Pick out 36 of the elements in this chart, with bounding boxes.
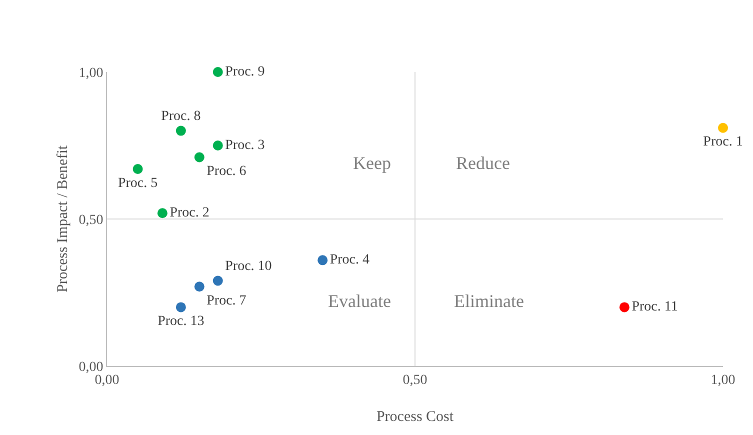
point [318, 255, 328, 266]
annotation: Keep [353, 153, 391, 173]
y-tick-label: 0,00 [78, 360, 104, 375]
series-label: Proc. 7 [206, 293, 246, 308]
series-label: Proc. 1 [703, 134, 743, 150]
point [619, 302, 630, 312]
series-label: Proc. 13 [158, 314, 204, 329]
y-tick-label: 0,50 [78, 212, 104, 228]
annotation: Reduce [456, 153, 510, 173]
series-label: Proc. 5 [118, 176, 158, 191]
x-tick-label: 1,00 [710, 372, 736, 388]
x-tick-label: 0,00 [94, 372, 120, 388]
point [194, 282, 204, 292]
series-label: Proc. 10 [225, 258, 272, 274]
annotation: Eliminate [454, 291, 524, 311]
point [212, 140, 223, 150]
point [212, 276, 223, 286]
series-label: Proc. 8 [161, 109, 201, 124]
series-label: Proc. 11 [632, 300, 678, 315]
point [132, 164, 143, 174]
series-label: Proc. 6 [206, 164, 246, 180]
series-label: Proc. 9 [225, 64, 265, 80]
annotation: Evaluate [328, 291, 391, 311]
point [176, 126, 186, 136]
point [176, 302, 186, 312]
point [718, 122, 728, 133]
series-label: Proc. 4 [330, 252, 370, 268]
point [157, 208, 168, 218]
x-axis-title: Process Cost [376, 409, 454, 425]
point [212, 67, 223, 77]
series-label: Proc. 2 [170, 206, 210, 221]
x-tick-label: 0,50 [402, 372, 428, 388]
series-label: Proc. 3 [225, 138, 265, 153]
point [194, 152, 204, 162]
y-tick-label: 1,00 [78, 66, 104, 81]
y-axis-title: Process Impact / Benefit [55, 144, 71, 293]
